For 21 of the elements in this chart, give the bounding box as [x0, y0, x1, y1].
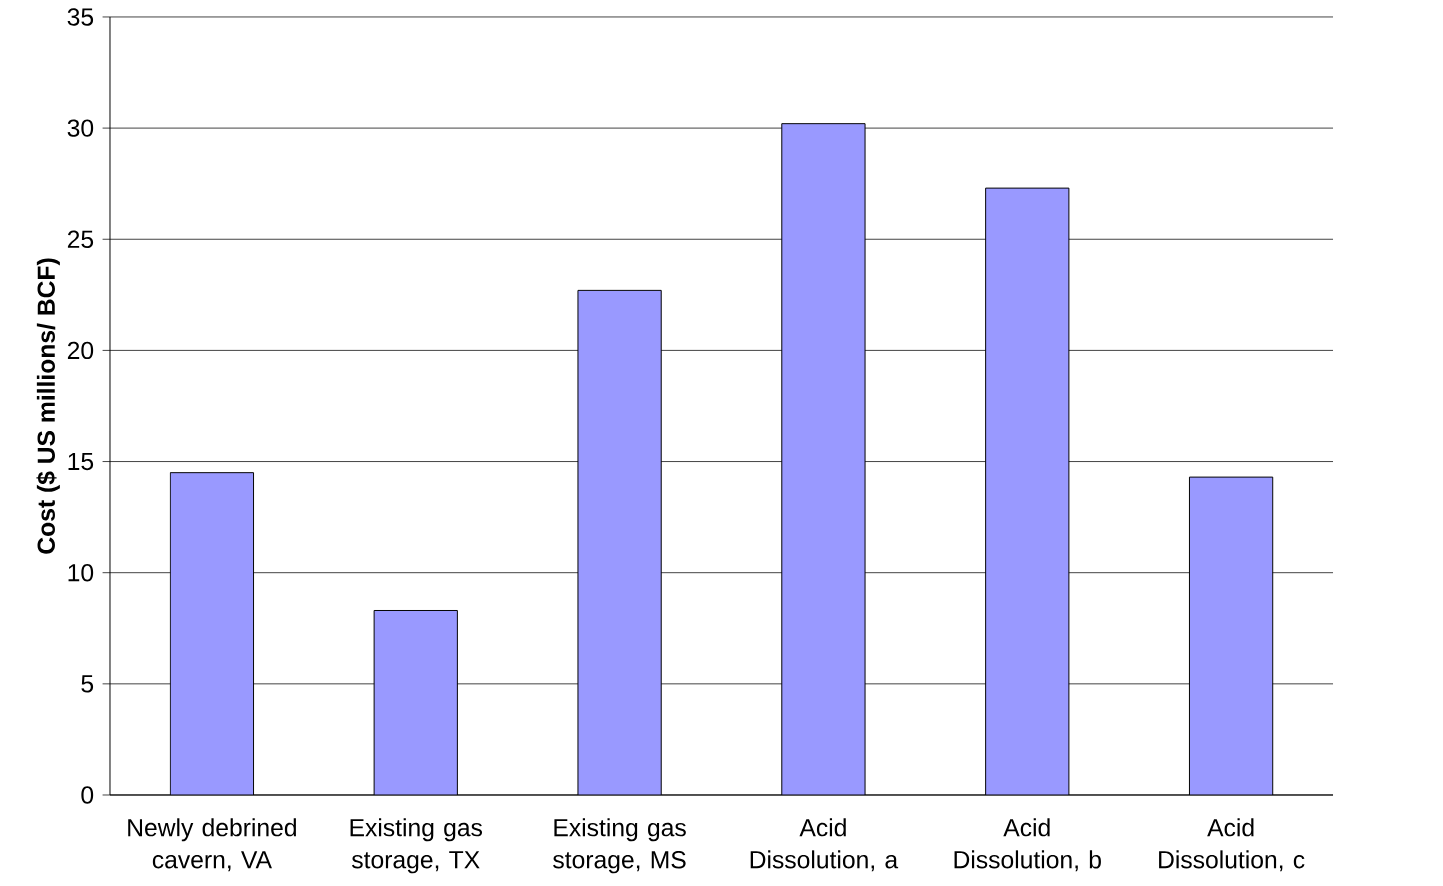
bar: [170, 472, 254, 796]
x-tick-label: Acid Dissolution, b: [954, 818, 1101, 872]
x-tick-label: Existing gas storage, MS: [553, 818, 686, 874]
y-tick-label: 25: [67, 230, 94, 249]
x-tick-label: Newly debrined cavern, VA: [128, 818, 296, 872]
y-tick-label: 10: [68, 564, 94, 582]
y-tick-label: 20: [67, 341, 94, 360]
bar: [781, 123, 866, 796]
x-tick-label: Acid Dissolution, c: [1159, 818, 1305, 872]
bar: [985, 188, 1069, 796]
x-tick-label: Existing gas storage, TX: [350, 818, 483, 874]
x-tick-label: Acid Dissolution, a: [750, 818, 899, 872]
y-tick-label: 15: [68, 453, 94, 471]
y-tick-label: 35: [67, 8, 94, 26]
y-tick-label: 30: [67, 119, 94, 137]
y-tick-label: 5: [81, 675, 94, 693]
bar: [1188, 476, 1274, 796]
y-tick-label: 0: [81, 786, 94, 804]
bar: [374, 610, 458, 796]
bar: [577, 290, 662, 796]
y-axis-title: Cost ($ US millions/ BCF): [36, 258, 60, 554]
